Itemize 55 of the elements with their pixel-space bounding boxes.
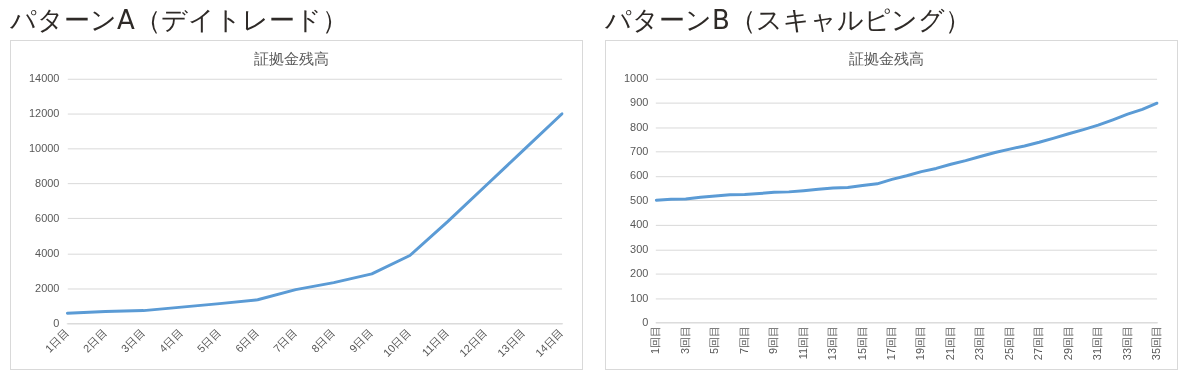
x-tick-label: 21回目 — [943, 326, 956, 361]
y-tick-label: 200 — [630, 267, 649, 280]
x-tick-label: 29回目 — [1061, 326, 1074, 361]
y-tick-label: 700 — [630, 145, 649, 158]
x-tick-label: 15回目 — [855, 326, 868, 361]
chart-title: 証拠金残高 — [253, 49, 330, 68]
text: パターンA（デイトレード） — [10, 4, 349, 37]
y-tick-label: 0 — [53, 316, 60, 329]
y-tick-label: 2000 — [35, 281, 60, 294]
y-tick-label: 10000 — [28, 141, 60, 154]
y-tick-label: 900 — [630, 96, 649, 109]
x-tick-label: 31回目 — [1091, 326, 1104, 361]
x-tick-label: 10日目 — [380, 326, 414, 360]
y-tick-label: 400 — [630, 218, 649, 231]
x-tick-label: 17回目 — [884, 326, 897, 361]
x-tick-label: 14日目 — [532, 326, 566, 360]
y-tick-label: 12000 — [28, 106, 60, 119]
x-tick-label: 1回目 — [649, 326, 662, 355]
x-tick-label: 12日目 — [456, 326, 490, 360]
y-tick-label: 4000 — [35, 246, 60, 259]
x-tick-label: 27回目 — [1032, 326, 1045, 361]
y-tick-label: 6000 — [35, 211, 60, 224]
x-tick-label: 7日目 — [270, 326, 300, 355]
x-tick-label: 11回目 — [796, 326, 809, 360]
x-tick-label: 2日目 — [80, 326, 109, 355]
x-tick-label: 5日目 — [194, 326, 224, 355]
y-tick-label: 500 — [630, 193, 649, 206]
x-tick-label: 5回目 — [708, 326, 721, 355]
x-tick-label: 8日目 — [308, 326, 338, 355]
y-tick-label: 100 — [630, 291, 649, 304]
x-tick-label: 9日目 — [346, 326, 376, 355]
x-tick-label: 13回目 — [826, 326, 839, 361]
x-tick-label: 4日目 — [156, 326, 186, 355]
y-tick-label: 14000 — [28, 71, 60, 84]
x-tick-label: 19回目 — [914, 326, 927, 361]
y-tick-label: 600 — [630, 169, 649, 182]
y-tick-label: 1000 — [623, 71, 649, 84]
y-tick-label: 800 — [630, 120, 649, 133]
x-tick-label: 1日目 — [42, 326, 71, 355]
y-tick-label: 8000 — [35, 176, 60, 189]
x-tick-label: 3回目 — [678, 326, 691, 355]
x-tick-label: 11日目 — [419, 326, 452, 359]
chart-title: 証拠金残高 — [848, 49, 925, 68]
x-tick-label: 7回目 — [737, 326, 750, 355]
x-tick-label: 6日目 — [232, 326, 262, 355]
x-tick-label: 23回目 — [973, 326, 986, 361]
x-tick-label: 35回目 — [1150, 326, 1163, 361]
x-tick-label: 25回目 — [1002, 326, 1015, 361]
y-tick-label: 300 — [630, 242, 649, 255]
x-tick-label: 3日目 — [118, 326, 148, 355]
x-tick-label: 9回目 — [767, 326, 780, 355]
x-tick-label: 33回目 — [1120, 326, 1133, 361]
x-tick-label: 13日目 — [494, 326, 528, 360]
y-tick-label: 0 — [642, 316, 649, 329]
text: パターンB（スキャルピング） — [605, 4, 972, 37]
